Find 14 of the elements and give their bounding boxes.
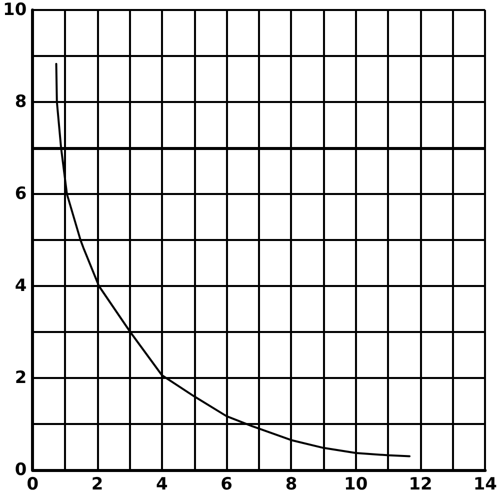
x-tick-label: 8 — [285, 474, 298, 493]
x-tick-label: 6 — [220, 474, 233, 493]
x-tick-label: 0 — [26, 474, 39, 493]
y-tick-label: 6 — [14, 184, 27, 204]
x-tick-label: 14 — [473, 474, 498, 493]
y-tick-label: 2 — [14, 368, 27, 388]
y-tick-label: 10 — [2, 0, 27, 20]
y-tick-label: 8 — [14, 92, 27, 112]
y-tick-label: 4 — [14, 276, 27, 296]
x-tick-label: 4 — [156, 474, 168, 493]
x-tick-label: 10 — [344, 474, 368, 493]
y-tick-label: 0 — [14, 460, 27, 480]
x-tick-label: 12 — [408, 474, 432, 493]
x-tick-label: 2 — [91, 474, 104, 493]
